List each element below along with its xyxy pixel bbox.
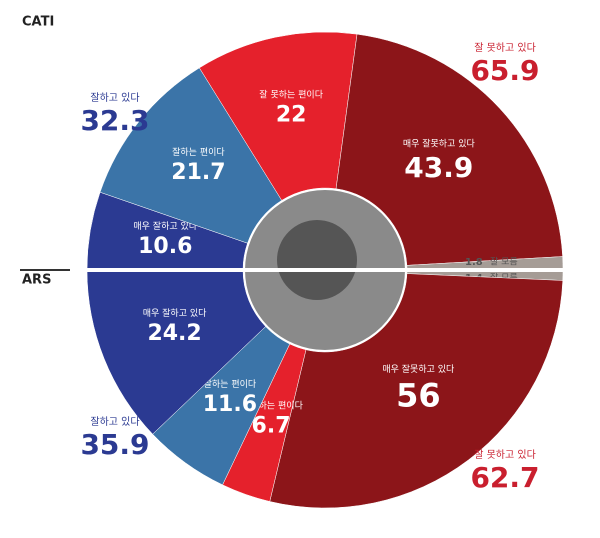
total-label: 잘하고 있다 xyxy=(90,91,139,104)
survey-label: ARS xyxy=(22,273,51,288)
value-label: 24.2 xyxy=(147,321,201,346)
segment-label: 잘 모름 xyxy=(490,256,518,268)
value-label: 56 xyxy=(396,377,441,415)
segment xyxy=(86,269,266,435)
value-label: 21.7 xyxy=(171,160,225,185)
segment-label: 잘하는 편이다 xyxy=(172,146,225,158)
total-value: 32.3 xyxy=(80,104,149,137)
total-label: 잘 못하고 있다 xyxy=(474,448,536,461)
segment-label: 매우 잘하고 있다 xyxy=(143,307,207,319)
segment-label: 매우 잘하고 있다 xyxy=(133,220,197,232)
value-label: 11.6 xyxy=(203,392,257,417)
total-label: 잘하고 있다 xyxy=(90,415,139,428)
value-label: 22 xyxy=(276,103,307,128)
segment-label: 매우 잘못하고 있다 xyxy=(382,363,455,375)
segment xyxy=(199,31,358,201)
segment xyxy=(99,67,283,244)
segment-label: 매우 잘못하고 있다 xyxy=(403,137,476,149)
total-value: 62.7 xyxy=(470,461,539,494)
value-label: 10.6 xyxy=(138,234,192,259)
segment xyxy=(335,33,563,266)
total-value: 65.9 xyxy=(470,54,539,87)
photo-shade xyxy=(277,220,357,300)
value-label: 43.9 xyxy=(404,151,473,184)
value-label: 6.7 xyxy=(252,414,291,439)
total-label: 잘 못하고 있다 xyxy=(474,41,536,54)
total-value: 35.9 xyxy=(80,428,149,461)
value-label: 1.8 xyxy=(465,257,483,268)
segment-label: 잘 못하는 편이다 xyxy=(259,89,323,101)
survey-label: CATI xyxy=(22,15,54,30)
segment-label: 잘하는 편이다 xyxy=(204,378,257,390)
segment xyxy=(269,273,564,509)
